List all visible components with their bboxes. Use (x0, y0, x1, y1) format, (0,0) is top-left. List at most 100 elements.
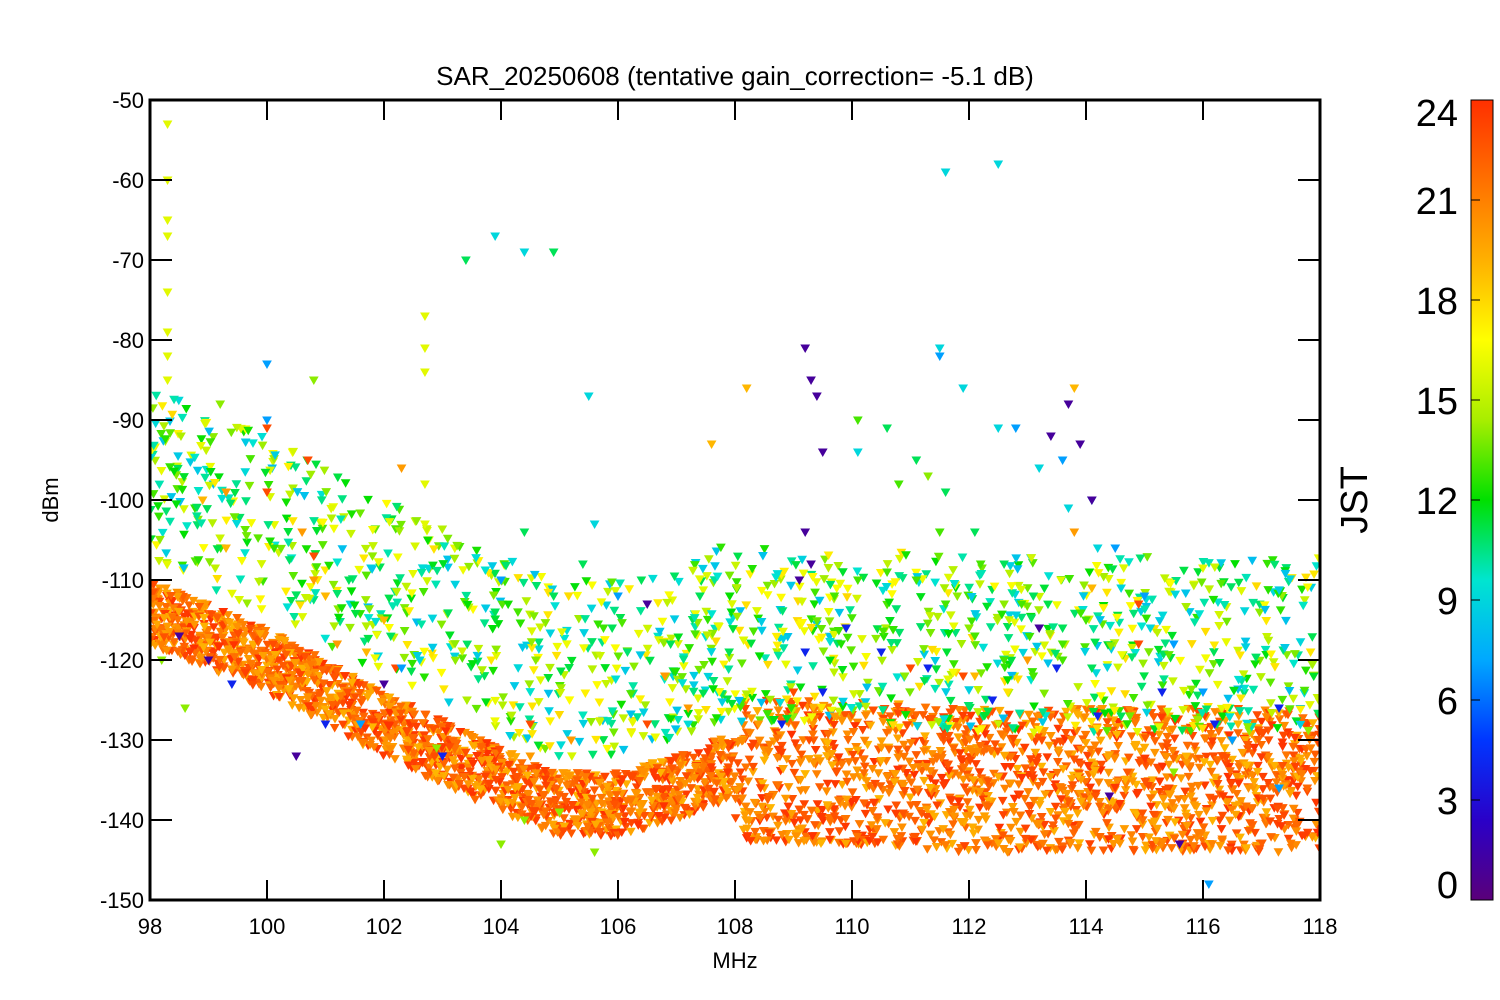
scatter-point (905, 688, 915, 697)
noise-floor-point (1146, 802, 1156, 812)
scatter-point (1280, 643, 1290, 653)
scatter-point (443, 563, 453, 573)
noise-floor-point (527, 764, 538, 774)
x-tick-label: 98 (138, 914, 162, 939)
noise-floor-point (972, 748, 983, 757)
x-tick-label: 116 (1185, 914, 1220, 939)
scatter-point (1006, 656, 1017, 666)
scatter-point (205, 438, 216, 447)
scatter-point (150, 490, 159, 499)
noise-floor-point (310, 701, 321, 711)
noise-floor-point (1020, 834, 1031, 844)
scatter-point (557, 628, 567, 637)
noise-floor-point (962, 798, 973, 807)
scatter-point (725, 618, 735, 627)
scatter-point (842, 593, 852, 602)
noise-floor-point (651, 784, 662, 794)
noise-floor-point (873, 769, 884, 778)
scatter-point (1114, 628, 1124, 638)
noise-floor-point (501, 781, 512, 790)
scatter-point (1069, 609, 1080, 619)
scatter-point (462, 696, 472, 706)
noise-floor-point (385, 745, 396, 754)
scatter-point (505, 732, 515, 741)
data-point (420, 480, 430, 490)
noise-floor-point (540, 807, 551, 816)
noise-floor-point (1283, 834, 1294, 844)
scatter-point (666, 715, 676, 724)
noise-floor-point (376, 690, 386, 700)
scatter-point (533, 698, 544, 707)
scatter-point (980, 695, 991, 705)
scatter-point (491, 645, 501, 655)
noise-floor-point (503, 761, 514, 770)
data-point (437, 752, 448, 762)
scatter-point (1007, 589, 1018, 598)
noise-floor-point (883, 805, 893, 814)
scatter-point (240, 549, 250, 558)
scatter-point (1022, 602, 1033, 611)
noise-floor-point (1291, 827, 1302, 836)
scatter-point (717, 698, 728, 707)
noise-floor-point (857, 725, 868, 735)
noise-floor-point (305, 711, 316, 720)
data-point (344, 576, 354, 586)
scatter-point (287, 541, 298, 551)
noise-floor-point (1147, 840, 1158, 850)
scatter-point (759, 545, 770, 554)
scatter-point (189, 453, 200, 463)
noise-floor-point (1257, 839, 1267, 848)
scatter-point (688, 687, 699, 697)
noise-floor-point (1226, 805, 1237, 815)
scatter-point (838, 697, 848, 707)
noise-floor-point (1094, 802, 1105, 812)
scatter-point (1200, 654, 1211, 663)
noise-floor-point (959, 763, 969, 772)
data-point (607, 624, 618, 634)
scatter-point (1130, 649, 1141, 658)
noise-floor-point (786, 730, 797, 740)
noise-floor-point (166, 592, 176, 601)
noise-floor-point (1098, 846, 1109, 856)
scatter-point (507, 557, 518, 567)
noise-floor-point (1180, 787, 1191, 797)
scatter-point (527, 702, 538, 712)
scatter-point (615, 579, 625, 588)
noise-floor-point (456, 754, 467, 764)
noise-floor-point (1067, 781, 1078, 790)
scatter-point (606, 750, 616, 760)
scatter-point (1275, 606, 1286, 615)
noise-floor-point (663, 785, 674, 794)
scatter-point (1002, 623, 1013, 632)
scatter-point (498, 693, 509, 702)
noise-floor-point (268, 640, 278, 650)
noise-floor-point (777, 830, 788, 840)
noise-floor-point (1258, 772, 1268, 782)
noise-floor-point (930, 779, 941, 788)
noise-floor-point (840, 815, 851, 824)
scatter-point (1007, 724, 1018, 733)
scatter-point (205, 462, 216, 472)
scatter-point (1073, 683, 1083, 692)
noise-floor-point (409, 710, 420, 720)
scatter-point (1266, 709, 1277, 718)
scatter-point (153, 502, 163, 511)
noise-floor-point (1050, 814, 1061, 824)
scatter-point (1309, 570, 1319, 580)
scatter-point (1136, 682, 1147, 692)
scatter-point (151, 541, 162, 550)
noise-floor-point (362, 693, 373, 702)
noise-floor-point (1152, 824, 1163, 834)
noise-floor-point (798, 736, 809, 745)
noise-floor-point (355, 688, 365, 698)
noise-floor-point (787, 794, 798, 804)
scatter-point (638, 708, 649, 718)
noise-floor-point (1160, 785, 1171, 795)
scatter-point (1029, 728, 1039, 737)
data-point (203, 656, 214, 666)
scatter-point (1265, 699, 1276, 708)
noise-floor-point (641, 788, 652, 797)
scatter-point (814, 596, 825, 606)
scatter-point (607, 707, 618, 716)
noise-floor-point (881, 728, 892, 738)
